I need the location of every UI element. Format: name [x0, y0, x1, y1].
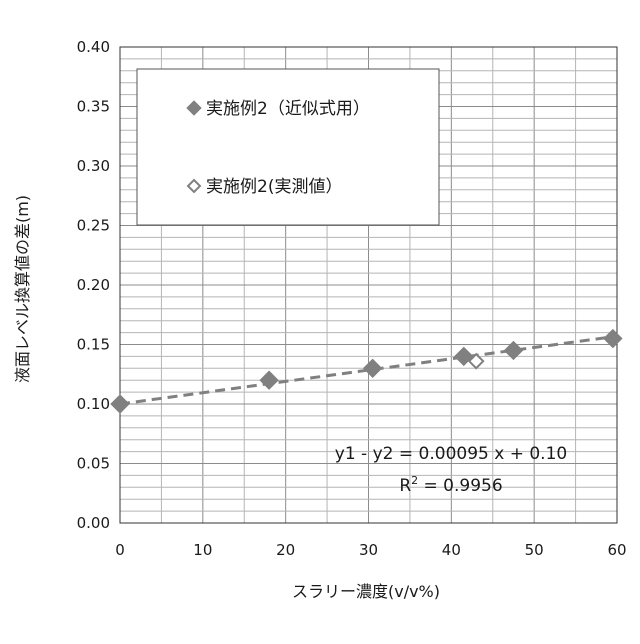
y-tick-label: 0.20 — [77, 276, 110, 294]
legend-label: 実施例2（近似式用） — [206, 99, 370, 119]
y-tick-label: 0.10 — [77, 395, 110, 413]
y-tick-label: 0.05 — [77, 455, 110, 473]
x-tick-label: 10 — [193, 541, 212, 559]
trendline-r-squared: R2 = 0.9956 — [399, 474, 502, 496]
y-tick-label: 0.35 — [77, 98, 110, 116]
legend: 実施例2（近似式用） 実施例2(実測値） — [137, 69, 439, 225]
x-tick-label: 30 — [359, 541, 378, 559]
y-tick-label: 0.15 — [77, 336, 110, 354]
data-points — [111, 330, 622, 413]
data-point-fitted — [111, 395, 129, 413]
y-tick-label: 0.30 — [77, 157, 110, 175]
y-axis-title: 液面レベル換算値の差(m) — [13, 195, 32, 383]
y-tick-label: 0.00 — [77, 514, 110, 532]
y-tick-label: 0.40 — [77, 38, 110, 56]
data-point-fitted — [260, 371, 278, 389]
r2-prefix: R — [399, 476, 411, 496]
r2-exponent: 2 — [411, 474, 418, 487]
r2-value: = 0.9956 — [418, 476, 503, 496]
x-axis-title: スラリー濃度(v/v%) — [292, 582, 440, 601]
legend-label: 実施例2(実測値） — [206, 177, 342, 197]
x-tick-label: 40 — [442, 541, 461, 559]
trendline-equation: y1 - y2 = 0.00095 x + 0.10 — [335, 444, 567, 464]
data-point-fitted — [364, 359, 382, 377]
y-tick-label: 0.25 — [77, 217, 110, 235]
x-tick-label: 0 — [115, 541, 125, 559]
x-tick-label: 60 — [607, 541, 626, 559]
legend-box — [137, 69, 439, 225]
x-tick-label: 20 — [276, 541, 295, 559]
x-tick-label: 50 — [525, 541, 544, 559]
